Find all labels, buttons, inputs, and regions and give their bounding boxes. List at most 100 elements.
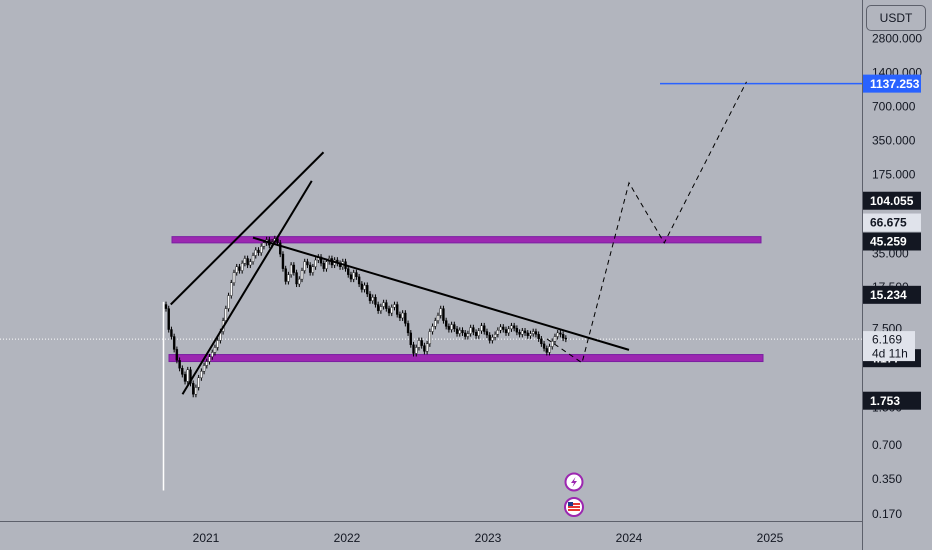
candle[interactable]	[434, 317, 437, 330]
candle[interactable]	[423, 342, 426, 355]
candle[interactable]	[308, 262, 312, 276]
candle[interactable]	[325, 258, 328, 272]
candle[interactable]	[447, 323, 451, 333]
candle[interactable]	[559, 330, 562, 338]
candle[interactable]	[532, 328, 535, 337]
candle[interactable]	[502, 324, 505, 333]
candle[interactable]	[306, 258, 309, 269]
candle[interactable]	[444, 317, 448, 330]
candle[interactable]	[368, 291, 372, 304]
candle[interactable]	[428, 328, 432, 347]
candle[interactable]	[183, 371, 187, 385]
candle[interactable]	[197, 374, 200, 391]
candle[interactable]	[240, 260, 244, 274]
us-flag-event-icon[interactable]	[564, 497, 584, 517]
candle[interactable]	[172, 333, 176, 353]
candle[interactable]	[224, 305, 228, 324]
candle[interactable]	[202, 362, 206, 375]
price-zone[interactable]	[168, 354, 764, 363]
candle[interactable]	[371, 294, 374, 304]
candle[interactable]	[496, 327, 500, 338]
candle[interactable]	[398, 311, 402, 321]
candle[interactable]	[374, 294, 377, 308]
candle[interactable]	[483, 322, 486, 335]
candle[interactable]	[458, 327, 461, 337]
candle[interactable]	[393, 301, 396, 311]
candle[interactable]	[279, 240, 282, 258]
candle[interactable]	[515, 325, 519, 336]
candle[interactable]	[260, 243, 263, 256]
candle[interactable]	[382, 299, 385, 310]
candle[interactable]	[469, 324, 472, 337]
candle[interactable]	[191, 380, 195, 398]
candle[interactable]	[164, 301, 168, 312]
candle[interactable]	[289, 262, 293, 278]
candle[interactable]	[548, 343, 551, 356]
candle[interactable]	[232, 269, 236, 286]
candle[interactable]	[230, 279, 233, 299]
candle[interactable]	[347, 265, 350, 278]
candle[interactable]	[363, 282, 366, 293]
price-axis[interactable]: 2800.0001400.000700.000350.000175.00035.…	[862, 0, 923, 550]
candle[interactable]	[181, 365, 184, 378]
candle[interactable]	[406, 320, 410, 336]
candle[interactable]	[314, 257, 317, 270]
candle[interactable]	[200, 368, 203, 381]
candle[interactable]	[194, 384, 198, 398]
candle[interactable]	[352, 269, 355, 283]
candle[interactable]	[404, 310, 407, 327]
candle[interactable]	[466, 330, 470, 340]
trendline[interactable]	[252, 236, 630, 351]
candle[interactable]	[189, 366, 192, 387]
candle[interactable]	[246, 255, 249, 269]
candle[interactable]	[507, 326, 510, 336]
candle[interactable]	[439, 305, 442, 319]
lightning-event-icon[interactable]	[564, 472, 584, 492]
price-zone[interactable]	[171, 236, 762, 244]
candle[interactable]	[317, 254, 320, 264]
candle[interactable]	[385, 299, 388, 312]
candle[interactable]	[553, 333, 557, 345]
candle[interactable]	[251, 252, 255, 265]
candle[interactable]	[213, 344, 217, 356]
candle[interactable]	[431, 323, 434, 335]
candle[interactable]	[537, 331, 540, 342]
candle[interactable]	[488, 332, 491, 344]
candle[interactable]	[170, 326, 173, 340]
candle[interactable]	[551, 338, 554, 350]
candle[interactable]	[211, 349, 214, 360]
candle[interactable]	[249, 258, 252, 269]
candle[interactable]	[175, 346, 179, 364]
candle[interactable]	[540, 335, 543, 347]
time-axis[interactable]: 2021 2022 2023 2024 2025	[0, 521, 862, 546]
candle[interactable]	[472, 324, 475, 336]
candle[interactable]	[518, 329, 521, 338]
candle[interactable]	[499, 324, 502, 334]
candle[interactable]	[227, 292, 230, 312]
candle[interactable]	[556, 330, 559, 340]
candle[interactable]	[464, 330, 467, 340]
candle[interactable]	[205, 358, 209, 369]
candle[interactable]	[477, 327, 480, 339]
candle[interactable]	[512, 322, 516, 332]
projection-path[interactable]	[546, 81, 747, 364]
candle[interactable]	[257, 247, 260, 256]
candle[interactable]	[376, 301, 380, 314]
candle[interactable]	[455, 326, 459, 337]
candle[interactable]	[243, 255, 247, 267]
candle[interactable]	[167, 305, 170, 333]
candle[interactable]	[453, 321, 456, 332]
candle[interactable]	[409, 330, 412, 348]
candle[interactable]	[450, 321, 453, 333]
candle[interactable]	[401, 310, 404, 321]
trendline[interactable]	[181, 180, 313, 395]
candle[interactable]	[254, 247, 257, 259]
candle[interactable]	[523, 327, 527, 336]
candle[interactable]	[425, 340, 429, 355]
candle[interactable]	[379, 303, 383, 314]
trendline[interactable]	[170, 151, 325, 306]
candle[interactable]	[545, 345, 548, 356]
candle[interactable]	[529, 330, 532, 339]
candle[interactable]	[319, 254, 323, 267]
